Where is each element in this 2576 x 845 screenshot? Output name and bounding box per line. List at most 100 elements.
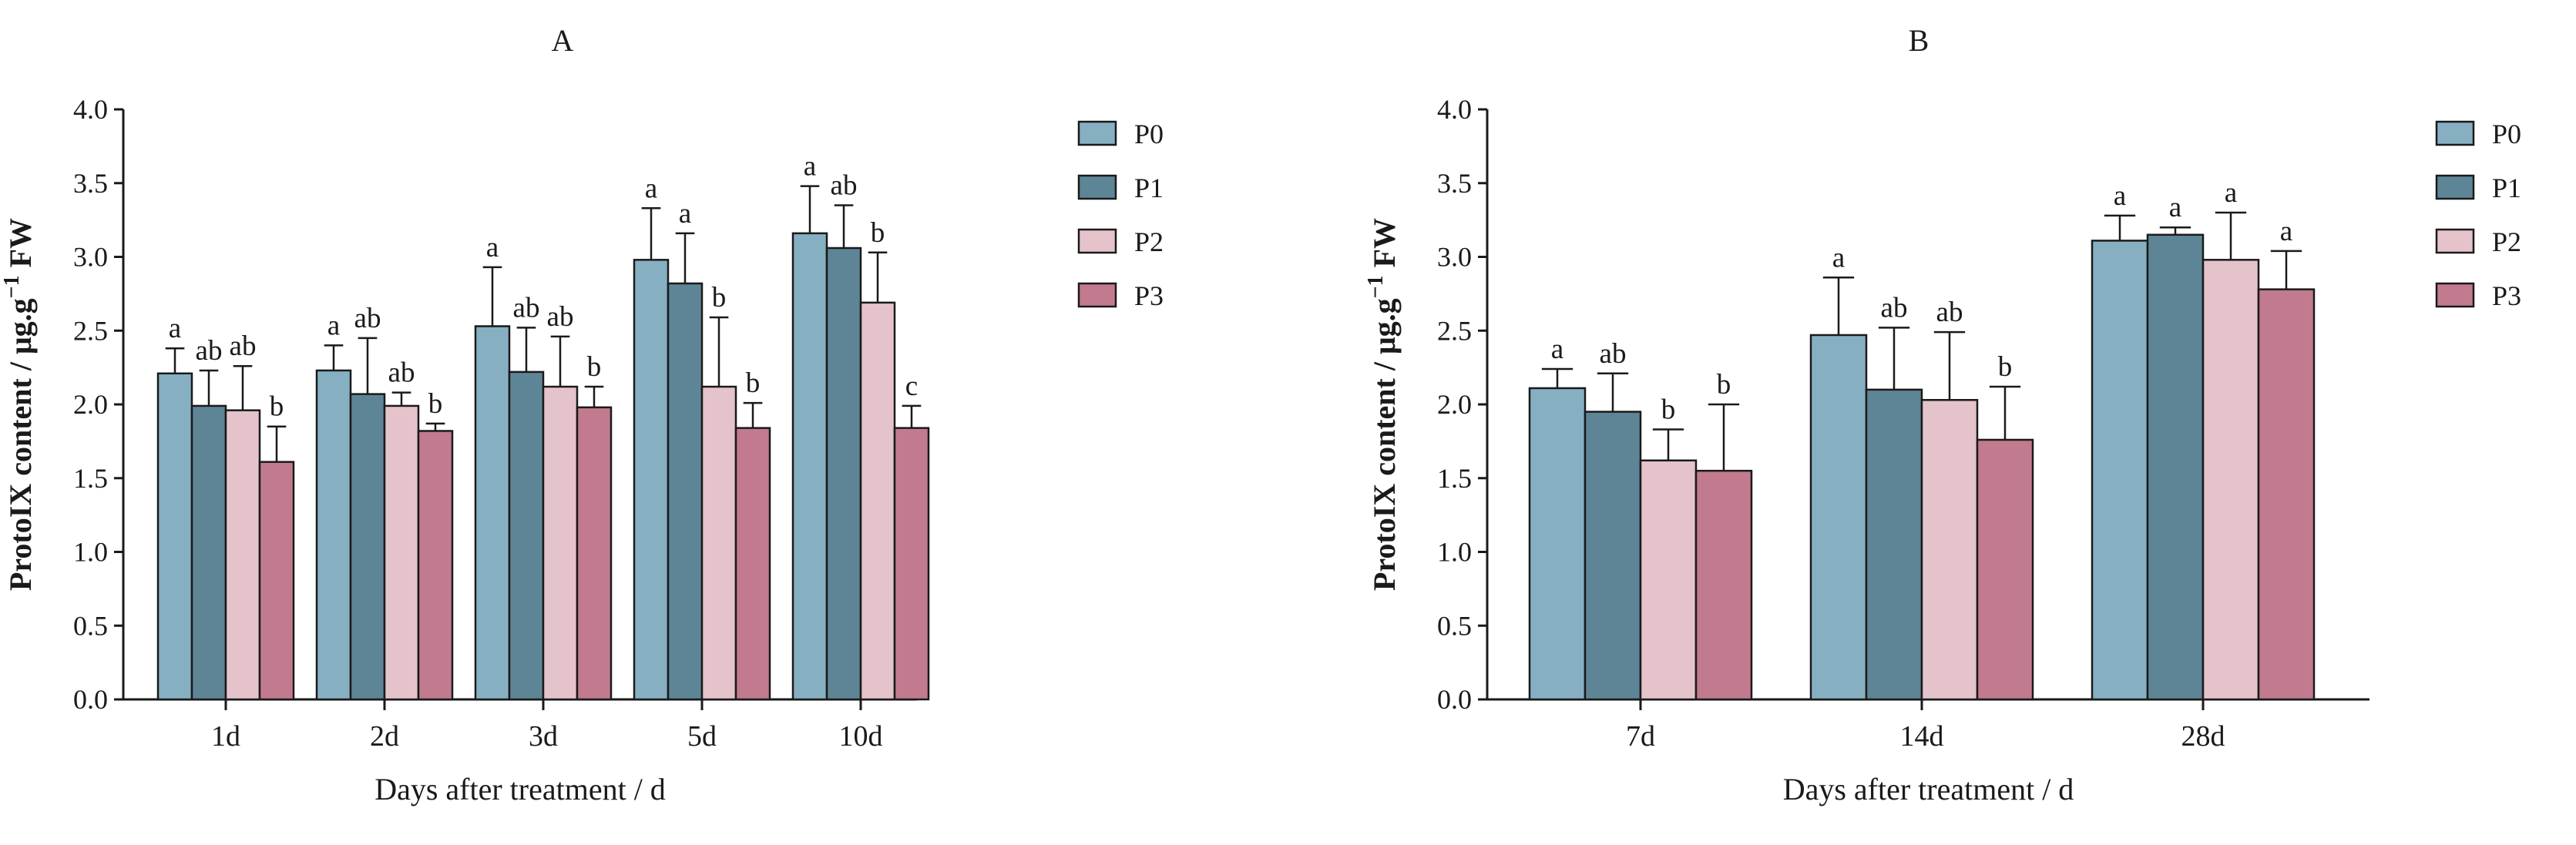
- x-tick-label: 14d: [1900, 720, 1944, 753]
- x-axis-title: Days after treatment / d: [374, 772, 666, 806]
- significance-label: a: [2225, 177, 2237, 209]
- bar-p1-7d: [1584, 411, 1642, 701]
- y-tick-label: 2.5: [73, 315, 108, 346]
- legend-swatch-p1: [2435, 174, 2475, 200]
- y-tick-label: 3.0: [73, 242, 108, 273]
- y-tick-label: 0.0: [73, 684, 108, 715]
- x-tick-label: 28d: [2181, 720, 2225, 753]
- bar-p1-1d: [190, 404, 227, 701]
- bar-p1-28d: [2146, 233, 2205, 701]
- significance-label: b: [270, 391, 284, 423]
- x-tick-label: 2d: [370, 720, 399, 753]
- y-axis-title-superscript: −1: [1364, 275, 1388, 298]
- y-tick-label: 1.5: [1437, 463, 1472, 494]
- y-axis-title-base: ProtoIX content / μg.g: [3, 298, 38, 591]
- y-tick-label: 0.5: [73, 610, 108, 641]
- x-tick-label: 1d: [211, 720, 240, 753]
- y-tick-label: 0.0: [1437, 684, 1472, 715]
- bar-p1-5d: [667, 282, 704, 701]
- y-tick-label: 2.5: [1437, 315, 1472, 346]
- significance-label: a: [1551, 334, 1563, 365]
- bar-p2-3d: [542, 385, 579, 701]
- bar-p1-10d: [825, 246, 862, 701]
- legend-label-p3: P3: [1134, 280, 1164, 311]
- significance-label: a: [327, 310, 340, 341]
- bar-p1-2d: [349, 393, 386, 701]
- chart-title: A: [552, 23, 574, 58]
- significance-label: a: [645, 173, 657, 204]
- bar-p3-28d: [2257, 288, 2316, 701]
- y-tick-label: 1.0: [73, 537, 108, 568]
- significance-label: ab: [1881, 292, 1908, 324]
- bar-p2-1d: [224, 409, 261, 701]
- chart-title: B: [1909, 23, 1929, 58]
- y-tick-label: 0.5: [1437, 610, 1472, 641]
- bar-p3-1d: [258, 461, 295, 701]
- significance-label: ab: [354, 303, 381, 334]
- y-tick-label: 1.5: [73, 463, 108, 494]
- significance-label: b: [1661, 394, 1676, 426]
- bar-p3-3d: [576, 406, 613, 701]
- y-axis-title-suffix: FW: [3, 218, 38, 275]
- y-axis-title-suffix: FW: [1367, 218, 1402, 275]
- bar-p0-10d: [791, 232, 828, 701]
- y-tick-label: 3.5: [73, 168, 108, 199]
- significance-label: ab: [230, 330, 257, 362]
- legend-label-p0: P0: [1134, 119, 1164, 149]
- legend-label-p2: P2: [2492, 226, 2521, 257]
- x-tick-label: 3d: [529, 720, 558, 753]
- x-tick-label: 7d: [1626, 720, 1655, 753]
- significance-label: b: [746, 367, 761, 399]
- bar-p2-7d: [1639, 459, 1698, 701]
- legend-label-p3: P3: [2492, 280, 2521, 311]
- y-tick-label: 4.0: [1437, 94, 1472, 125]
- y-tick-label: 1.0: [1437, 537, 1472, 568]
- legend-swatch-p0: [2435, 120, 2475, 146]
- legend-swatch-p2: [1077, 228, 1117, 254]
- significance-label: b: [428, 388, 443, 420]
- y-tick-label: 4.0: [73, 94, 108, 125]
- legend-swatch-p3: [2435, 282, 2475, 308]
- y-axis-title: ProtoIX content / μg.g−1 FW: [1364, 218, 1402, 591]
- significance-label: ab: [1936, 297, 1963, 328]
- bar-p2-5d: [700, 385, 737, 701]
- x-tick-label: 5d: [687, 720, 717, 753]
- y-axis-title-base: ProtoIX content / μg.g: [1367, 298, 1402, 591]
- x-axis-title: Days after treatment / d: [1783, 772, 2074, 806]
- bar-p2-10d: [859, 301, 896, 701]
- significance-label: a: [2114, 180, 2126, 212]
- bar-p1-3d: [508, 371, 545, 701]
- legend-swatch-p2: [2435, 228, 2475, 254]
- bar-p3-14d: [1976, 438, 2034, 701]
- y-axis-title: ProtoIX content / μg.g−1 FW: [0, 218, 38, 591]
- bar-p3-5d: [734, 427, 771, 701]
- significance-label: b: [712, 282, 727, 314]
- y-tick-label: 2.0: [1437, 389, 1472, 420]
- significance-label: ab: [388, 357, 415, 389]
- significance-label: b: [587, 351, 602, 383]
- legend-swatch-p0: [1077, 120, 1117, 146]
- y-tick-label: 2.0: [73, 389, 108, 420]
- y-tick-label: 3.0: [1437, 242, 1472, 273]
- legend-label-p1: P1: [2492, 173, 2521, 203]
- significance-label: a: [804, 151, 816, 183]
- legend-label-p1: P1: [1134, 173, 1164, 203]
- legend-swatch-p1: [1077, 174, 1117, 200]
- significance-label: ab: [196, 335, 223, 367]
- significance-label: c: [905, 371, 918, 402]
- significance-label: a: [486, 232, 499, 263]
- significance-label: b: [1998, 351, 2013, 383]
- significance-label: b: [871, 217, 885, 249]
- bar-p2-28d: [2202, 259, 2260, 701]
- legend-swatch-p3: [1077, 282, 1117, 308]
- bar-p2-14d: [1920, 399, 1979, 701]
- legend-label-p0: P0: [2492, 119, 2521, 149]
- significance-label: a: [169, 313, 181, 344]
- bar-p0-28d: [2091, 240, 2149, 701]
- x-tick-label: 10d: [839, 720, 883, 753]
- y-tick-label: 3.5: [1437, 168, 1472, 199]
- significance-label: a: [1832, 242, 1845, 273]
- bar-p0-3d: [474, 325, 511, 701]
- significance-label: a: [2280, 216, 2292, 247]
